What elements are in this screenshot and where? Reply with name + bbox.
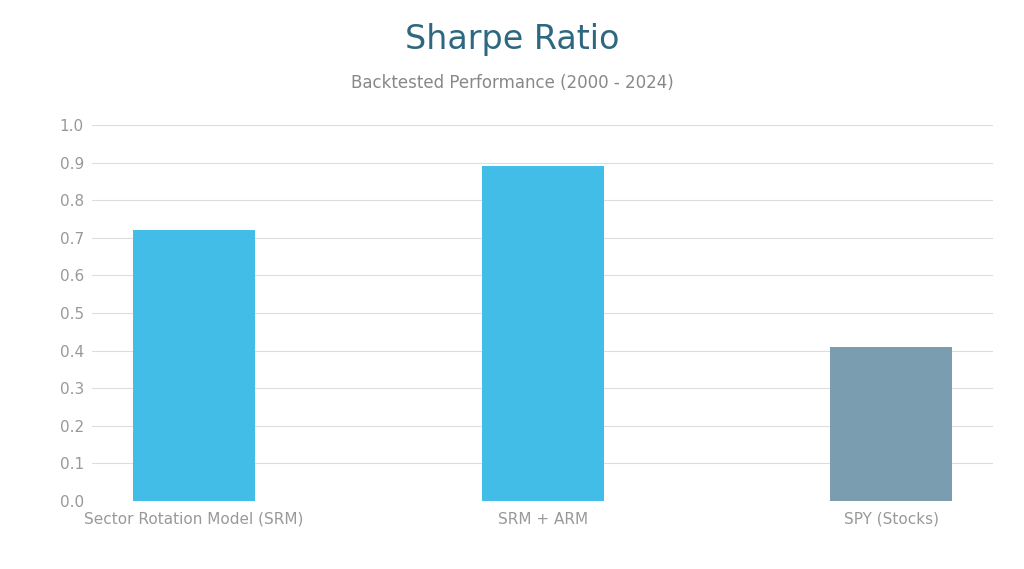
Bar: [481, 167, 604, 501]
Bar: [133, 230, 255, 501]
Text: Sharpe Ratio: Sharpe Ratio: [404, 23, 620, 56]
Bar: [830, 347, 952, 501]
Text: Backtested Performance (2000 - 2024): Backtested Performance (2000 - 2024): [350, 73, 674, 92]
